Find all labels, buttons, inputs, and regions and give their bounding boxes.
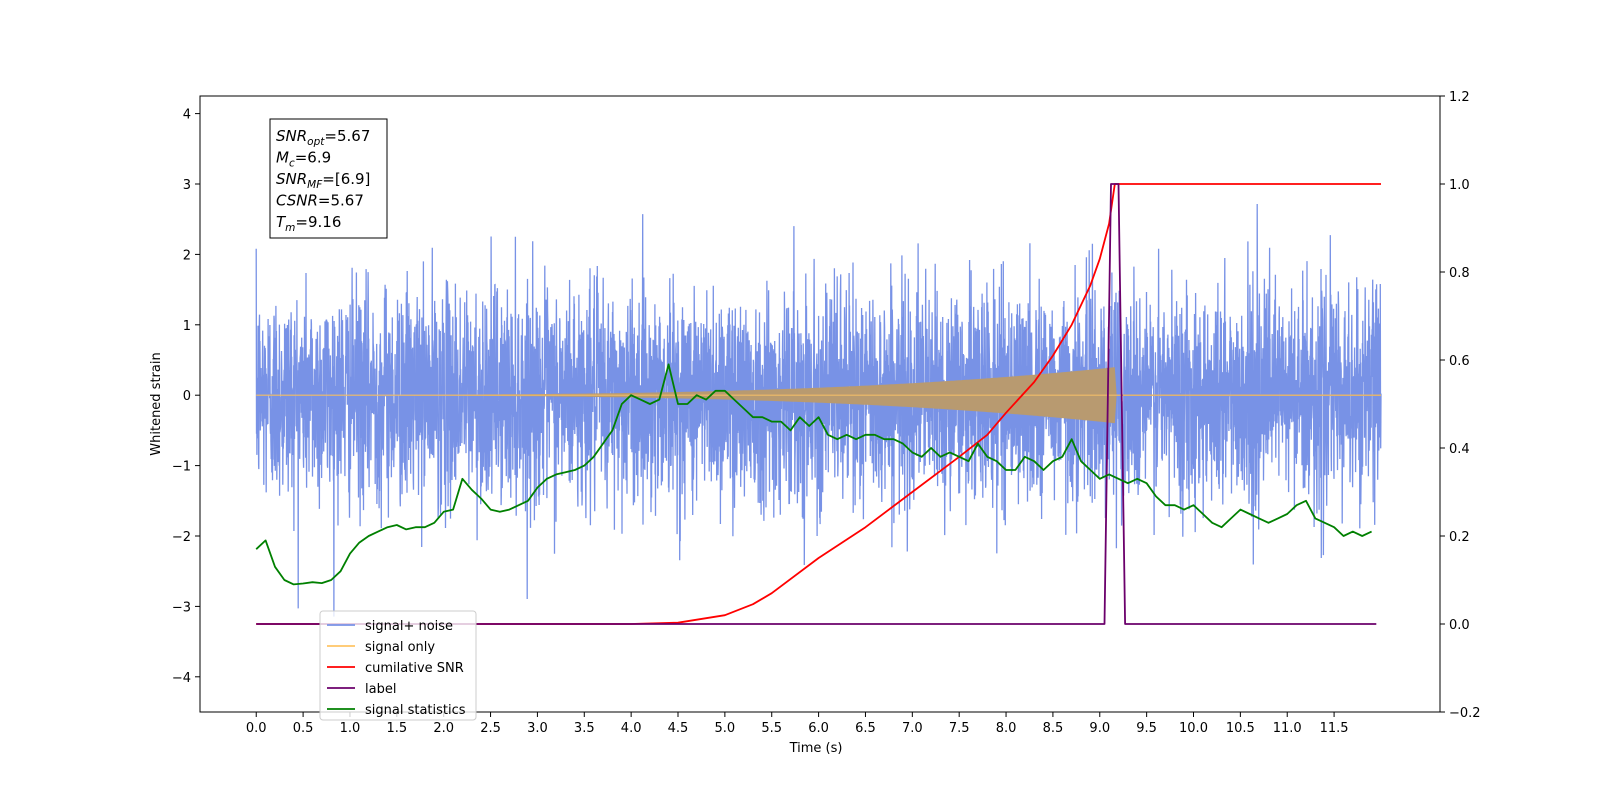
x-tick-label: 7.0 bbox=[902, 721, 923, 736]
x-tick-label: 8.0 bbox=[996, 721, 1017, 736]
series-signal-noise bbox=[255, 203, 1382, 617]
x-axis-ticks: 0.0 0.5 1.0 1.5 2.0 2.5 3.0 3.5 4.0 4.5 5.0 5.5 6.0 6… bbox=[246, 712, 1349, 736]
left-y-tick-label: 0 bbox=[183, 389, 191, 404]
series-label bbox=[256, 183, 1377, 625]
annotation-base: SNR bbox=[276, 127, 307, 145]
right-y-tick-label: 0.4 bbox=[1449, 442, 1470, 457]
x-tick-label: 9.5 bbox=[1136, 721, 1157, 736]
annotation-value: =5.67 bbox=[318, 192, 364, 210]
x-axis-label: Time (s) bbox=[789, 741, 843, 756]
right-y-tick-label: −0.2 bbox=[1449, 706, 1481, 721]
x-tick-label: 5.0 bbox=[715, 721, 736, 736]
x-tick-label: 8.5 bbox=[1043, 721, 1064, 736]
x-tick-label: 0.5 bbox=[293, 721, 314, 736]
annotation-value: =6.9 bbox=[295, 149, 331, 167]
annotation-subscript: MF bbox=[307, 179, 323, 191]
x-tick-label: 1.5 bbox=[386, 721, 407, 736]
annotation-line: Mc=6.9 bbox=[276, 149, 331, 170]
annotation-base: T bbox=[276, 213, 287, 231]
series-cumulative-snr-path bbox=[256, 183, 1381, 625]
legend-label: cumilative SNR bbox=[365, 661, 464, 676]
x-tick-label: 6.5 bbox=[855, 721, 876, 736]
x-tick-label: 10.5 bbox=[1226, 721, 1255, 736]
legend-label: signal+ noise bbox=[365, 619, 453, 634]
right-y-tick-label: 1.2 bbox=[1449, 90, 1470, 105]
x-tick-label: 3.0 bbox=[527, 721, 548, 736]
legend-label: label bbox=[365, 682, 396, 697]
x-tick-label: 2.5 bbox=[480, 721, 501, 736]
annotation-value: =9.16 bbox=[295, 213, 341, 231]
right-y-tick-label: 0.0 bbox=[1449, 618, 1470, 633]
right-y-tick-label: 0.8 bbox=[1449, 266, 1470, 281]
signal-noise-line bbox=[255, 203, 1382, 617]
annotation-line: Tm=9.16 bbox=[276, 213, 341, 234]
left-y-axis-ticks: 4 3 2 1 0 −1 −2 −3 −4 bbox=[172, 108, 200, 686]
legend-label: signal only bbox=[365, 640, 435, 655]
left-y-axis-label: Whitened strain bbox=[149, 352, 164, 455]
left-y-tick-label: 2 bbox=[183, 248, 191, 263]
x-tick-label: 5.5 bbox=[761, 721, 782, 736]
left-y-tick-label: 3 bbox=[183, 178, 191, 193]
annotation-subscript: opt bbox=[307, 136, 325, 148]
x-tick-label: 3.5 bbox=[574, 721, 595, 736]
x-tick-label: 4.5 bbox=[668, 721, 689, 736]
left-y-tick-label: 1 bbox=[183, 319, 191, 334]
annotation-base: SNR bbox=[276, 170, 307, 188]
series-signal-statistics-path bbox=[255, 363, 1372, 586]
left-y-tick-label: −4 bbox=[172, 671, 191, 686]
x-tick-label: 10.0 bbox=[1179, 721, 1208, 736]
left-y-tick-label: −1 bbox=[172, 460, 191, 475]
right-y-tick-label: 1.0 bbox=[1449, 178, 1470, 193]
right-y-tick-label: 0.2 bbox=[1449, 530, 1470, 545]
x-tick-label: 0.0 bbox=[246, 721, 267, 736]
series-signal-statistics bbox=[255, 363, 1372, 586]
annotation-box: SNRopt=5.67Mc=6.9SNRMF=[6.9]CSNR=5.67Tm=… bbox=[269, 118, 388, 239]
left-y-tick-label: −2 bbox=[172, 530, 191, 545]
left-y-tick-label: 4 bbox=[183, 108, 191, 123]
right-y-tick-label: 0.6 bbox=[1449, 354, 1470, 369]
annotation-value: =5.67 bbox=[324, 127, 370, 145]
annotation-value: =[6.9] bbox=[322, 170, 370, 188]
left-y-tick-label: −3 bbox=[172, 600, 191, 615]
annotation-base: M bbox=[276, 149, 289, 167]
series-signal-only bbox=[256, 367, 1382, 424]
x-tick-label: 6.0 bbox=[808, 721, 829, 736]
annotation-line: SNRMF=[6.9] bbox=[276, 170, 370, 191]
x-tick-label: 1.0 bbox=[340, 721, 361, 736]
annotation-subscript: m bbox=[285, 222, 295, 234]
right-y-axis-ticks: 1.2 1.0 0.8 0.6 0.4 0.2 0.0 −0.2 bbox=[1440, 90, 1481, 721]
legend-label: signal statistics bbox=[365, 703, 466, 718]
plot-frame bbox=[199, 95, 1441, 713]
x-tick-label: 11.5 bbox=[1320, 721, 1349, 736]
annotation-subscript: c bbox=[289, 158, 295, 170]
x-tick-label: 9.0 bbox=[1089, 721, 1110, 736]
annotation-line: SNRopt=5.67 bbox=[276, 127, 370, 148]
x-tick-label: 11.0 bbox=[1273, 721, 1302, 736]
annotation-base: CSNR bbox=[276, 192, 318, 210]
x-tick-label: 2.0 bbox=[433, 721, 454, 736]
annotation-line: CSNR=5.67 bbox=[276, 192, 364, 210]
series-label-path bbox=[256, 183, 1377, 625]
series-cumulative-snr bbox=[256, 183, 1381, 625]
legend: signal+ noise signal only cumilative SNR la… bbox=[319, 610, 477, 721]
x-tick-label: 7.5 bbox=[949, 721, 970, 736]
x-tick-label: 4.0 bbox=[621, 721, 642, 736]
